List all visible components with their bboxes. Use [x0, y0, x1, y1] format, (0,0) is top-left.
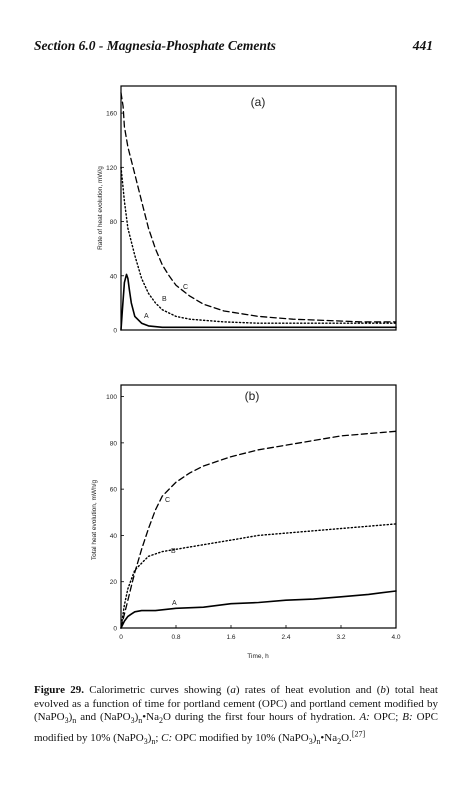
panel-a-y-ticks: 0 40 80 120 160 — [106, 111, 124, 335]
panel-b-ylabel: Total heat evolution, mWh/g — [91, 480, 98, 561]
panel-b-label: (b) — [245, 389, 260, 403]
panel-a-series — [120, 92, 397, 331]
caption-segment: •Na — [142, 711, 159, 723]
caption-segment: 2 — [158, 716, 163, 726]
caption-segment: OPC; — [369, 711, 403, 723]
caption-segment: [27] — [351, 729, 366, 739]
annotation-b-B: B — [171, 548, 176, 555]
caption-segment: n — [151, 737, 156, 747]
panel-b: (b) Total heat evolution, mWh/g Time, h … — [91, 384, 401, 660]
annotation-a-A: A — [144, 313, 149, 320]
caption-segment: ) — [312, 732, 317, 745]
annotation-b-A: A — [172, 600, 177, 607]
y-tick-label: 80 — [110, 440, 118, 447]
annotation-b-C: C — [165, 497, 170, 504]
caption-segment: Calorimetric curves showing ( — [89, 684, 231, 696]
caption-segment: ) rates of heat evolution and ( — [235, 684, 381, 696]
panel-b-xlabel: Time, h — [247, 653, 269, 660]
caption-segment: O during the first four hours of hydrati… — [162, 711, 360, 723]
caption-segment: a — [230, 684, 236, 696]
x-tick-label: 4.0 — [391, 634, 400, 641]
caption-segment: B: — [402, 711, 413, 723]
caption-segment: ) total heat evolved as a function of ti… — [34, 684, 438, 723]
annotation-a-C: C — [183, 284, 188, 291]
caption-segment: n — [138, 716, 143, 726]
caption-segment: ) — [134, 711, 139, 723]
caption-text: Calorimetric curves showing (a) rates of… — [34, 684, 438, 747]
caption-segment: b — [380, 684, 386, 696]
y-tick-label: 0 — [113, 328, 117, 335]
panel-a-frame — [120, 85, 397, 331]
x-tick-label: 0.8 — [171, 634, 180, 641]
caption-label: Figure 29. — [34, 684, 84, 696]
x-tick-label: 3.2 — [336, 634, 345, 641]
caption-segment: 3 — [308, 737, 313, 747]
series-line-A — [120, 273, 397, 331]
series-line-A — [120, 590, 397, 629]
caption-segment: ) — [68, 711, 73, 723]
y-tick-label: 100 — [106, 394, 117, 401]
caption-segment: 3 — [64, 716, 69, 726]
caption-segment: n — [316, 737, 321, 747]
y-tick-label: 0 — [113, 626, 117, 633]
page-number: 441 — [412, 38, 433, 53]
panel-b-frame — [120, 384, 397, 629]
panel-a-label: (a) — [251, 95, 266, 109]
y-tick-label: 40 — [110, 273, 118, 280]
caption-segment: •Na — [320, 732, 338, 745]
series-line-B — [120, 166, 397, 324]
figure-caption: Figure 29. Calorimetric curves showing (… — [34, 684, 438, 749]
x-tick-label: 2.4 — [281, 634, 290, 641]
panel-a: (a) Rate of heat evolution, mW/g 0 40 80 12… — [97, 85, 397, 335]
panel-b-series — [120, 430, 397, 629]
caption-segment: C: — [161, 732, 173, 745]
caption-segment: A: — [359, 711, 370, 723]
y-tick-label: 20 — [110, 579, 118, 586]
caption-segment: 2 — [337, 737, 342, 747]
y-tick-label: 160 — [106, 111, 117, 118]
y-tick-label: 120 — [106, 165, 117, 172]
panel-b-y-ticks: 0 20 40 60 80 100 — [106, 394, 124, 633]
caption-segment: 3 — [130, 716, 135, 726]
running-head: Section 6.0 - Magnesia-Phosphate Cements… — [34, 38, 433, 56]
caption-segment: OPC modified by 10% (NaPO — [34, 711, 438, 745]
panel-a-ylabel: Rate of heat evolution, mW/g — [97, 166, 104, 250]
caption-segment: and (NaPO — [76, 711, 131, 723]
caption-segment: OPC modified by 10% (NaPO — [172, 732, 309, 745]
series-line-C — [120, 430, 397, 629]
x-tick-label: 1.6 — [226, 634, 235, 641]
x-tick-label: 0 — [119, 634, 123, 641]
y-tick-label: 40 — [110, 533, 118, 540]
y-tick-label: 80 — [110, 219, 118, 226]
section-title: Section 6.0 - Magnesia-Phosphate Cements — [34, 38, 276, 53]
series-line-B — [120, 523, 397, 629]
caption-segment: ) — [147, 732, 152, 745]
series-line-C — [120, 92, 397, 323]
panel-b-x-ticks: 0 0.8 1.6 2.4 3.2 4.0 — [119, 625, 401, 641]
caption-segment: 3 — [143, 737, 148, 747]
caption-segment: O. — [341, 732, 352, 745]
caption-segment: ; — [155, 732, 162, 745]
annotation-a-B: B — [162, 296, 167, 303]
y-tick-label: 60 — [110, 487, 118, 494]
caption-segment: n — [72, 716, 77, 726]
